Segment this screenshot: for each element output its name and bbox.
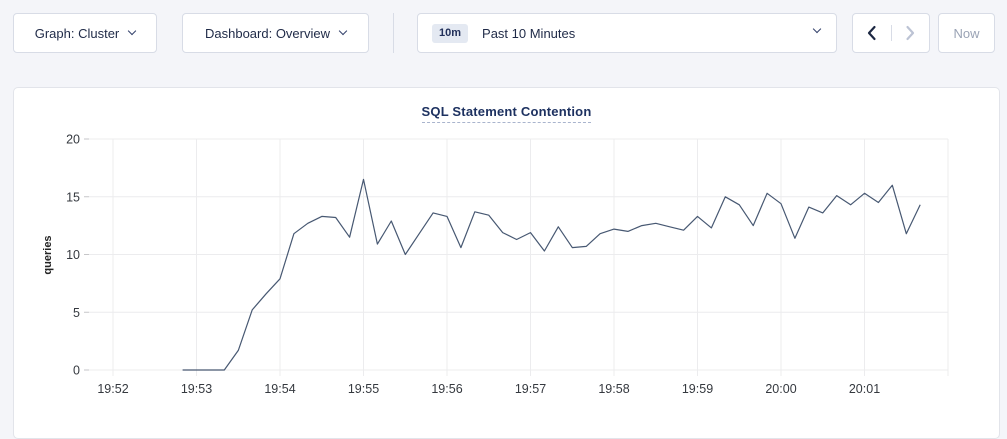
svg-text:5: 5 (73, 306, 80, 320)
now-button[interactable]: Now (938, 13, 995, 53)
dashboard-dropdown[interactable]: Dashboard: Overview (182, 13, 369, 53)
graph-dropdown[interactable]: Graph: Cluster (13, 13, 157, 53)
prev-time-button[interactable] (853, 25, 891, 41)
chart-panel: SQL Statement Contention 0 5 10 15 20 19:52 19… (13, 87, 1000, 439)
svg-text:10: 10 (66, 248, 80, 262)
dashboard-dropdown-label: Dashboard: Overview (205, 25, 330, 41)
svg-text:15: 15 (66, 190, 80, 204)
svg-text:20:01: 20:01 (849, 382, 880, 396)
next-time-button[interactable] (890, 25, 930, 41)
time-step-buttons (852, 13, 930, 53)
svg-text:19:57: 19:57 (515, 382, 546, 396)
svg-text:19:52: 19:52 (97, 382, 128, 396)
svg-text:0: 0 (73, 364, 80, 378)
chart-title[interactable]: SQL Statement Contention (421, 104, 592, 123)
svg-text:19:55: 19:55 (348, 382, 379, 396)
svg-text:19:56: 19:56 (431, 382, 462, 396)
svg-text:20: 20 (66, 133, 80, 147)
chevron-left-icon (868, 25, 876, 41)
chevron-down-icon (128, 26, 137, 36)
chart-gridlines (84, 138, 949, 376)
time-range-label: Past 10 Minutes (482, 25, 576, 41)
time-range-dropdown[interactable]: 10m Past 10 Minutes (417, 13, 837, 53)
svg-text:20:00: 20:00 (765, 382, 796, 396)
y-axis-label: queries (42, 235, 54, 274)
chart-title-row: SQL Statement Contention (14, 88, 999, 123)
time-range-badge: 10m (432, 23, 469, 43)
svg-text:19:58: 19:58 (598, 382, 629, 396)
svg-text:19:53: 19:53 (181, 382, 212, 396)
chevron-right-icon (906, 25, 914, 41)
chart-axis-labels: 0 5 10 15 20 19:52 19:53 19:54 19:55 19:56 19:57 19… (66, 133, 880, 397)
chevron-down-icon (812, 24, 822, 34)
now-button-label: Now (953, 25, 980, 41)
svg-text:19:54: 19:54 (264, 382, 295, 396)
svg-text:19:59: 19:59 (682, 382, 713, 396)
toolbar-divider (393, 13, 394, 53)
graph-dropdown-label: Graph: Cluster (34, 25, 120, 41)
chart-canvas[interactable]: 0 5 10 15 20 19:52 19:53 19:54 19:55 19:56 19:57 19… (14, 88, 999, 423)
toolbar: Graph: Cluster Dashboard: Overview 10m P… (13, 13, 995, 53)
series-line-queries (182, 178, 921, 371)
chevron-down-icon (338, 26, 348, 36)
